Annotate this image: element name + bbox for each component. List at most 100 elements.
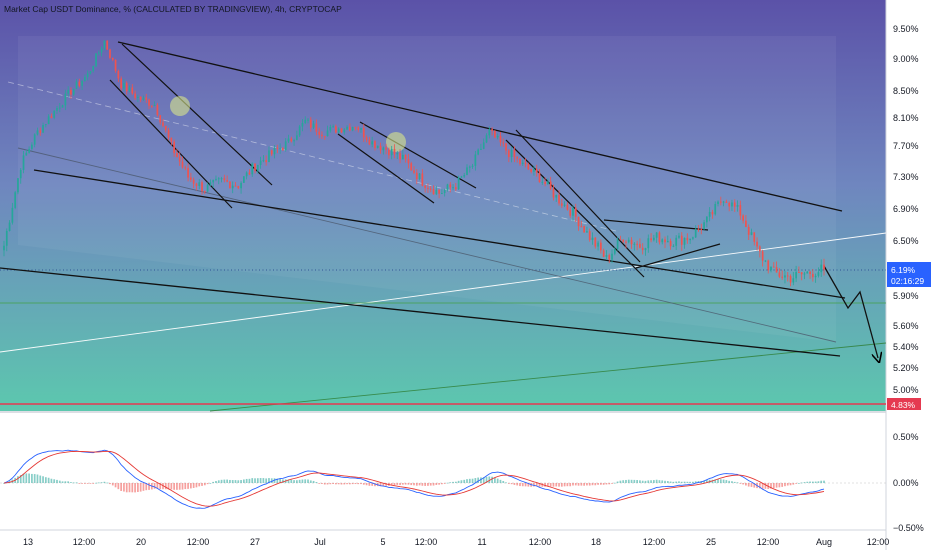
candle-body	[137, 96, 139, 98]
candle-body	[669, 240, 672, 247]
macd-histogram-bar	[652, 480, 655, 483]
macd-histogram-bar	[109, 483, 111, 485]
macd-histogram-bar	[555, 483, 558, 487]
macd-histogram-bar	[304, 479, 307, 483]
macd-histogram-bar	[680, 481, 683, 483]
time-axis-label: 12:00	[867, 537, 890, 547]
macd-line	[3, 449, 825, 509]
candle-body	[22, 155, 25, 170]
candle-body	[337, 128, 340, 133]
price-scale[interactable]: 9.50% 9.00% 8.50% 8.10% 7.70% 7.30% 6.90% 6.50%…	[893, 24, 919, 395]
channel-middle-trendline[interactable]	[33, 169, 846, 299]
macd-histogram-bar	[354, 483, 357, 485]
wedge-1-upper[interactable]	[121, 43, 273, 186]
channel-upper-trendline[interactable]	[117, 41, 843, 212]
macd-histogram-bar	[95, 482, 97, 484]
rising-trendline-white[interactable]	[0, 232, 887, 353]
candle-body	[254, 163, 256, 171]
candle-body	[533, 168, 535, 172]
candle-body	[159, 115, 162, 123]
macd-histogram-bar	[692, 481, 694, 483]
candle-body	[145, 97, 148, 100]
rising-trendline-green[interactable]	[209, 342, 887, 412]
candle-body	[231, 185, 234, 189]
wedge-2-lower[interactable]	[337, 133, 435, 204]
candle-body	[58, 107, 61, 109]
macd-histogram-bar	[379, 483, 382, 487]
macd-histogram-bar	[371, 483, 374, 486]
wedge-3-upper[interactable]	[515, 129, 641, 263]
candle-body	[354, 126, 357, 128]
diagonal-grey-line[interactable]	[17, 147, 837, 343]
candle-body	[47, 116, 50, 125]
macd-histogram-bar	[600, 483, 602, 485]
macd-histogram-bar	[429, 483, 432, 486]
candle-body	[226, 180, 228, 182]
macd-histogram-bar	[103, 481, 106, 483]
candle-body	[583, 226, 586, 233]
candle-body	[811, 273, 814, 278]
macd-histogram-bar	[622, 480, 625, 483]
candle-body	[438, 189, 440, 194]
time-axis-label: Jul	[314, 537, 326, 547]
time-axis-label: 25	[706, 537, 716, 547]
time-axis-label: 18	[591, 537, 601, 547]
candle-body	[594, 237, 597, 247]
price-tick-label: 6.90%	[893, 204, 919, 214]
candle-body	[70, 89, 72, 95]
macd-histogram-bar	[798, 482, 800, 484]
macd-histogram-bar	[613, 482, 616, 484]
macd-histogram-bar	[123, 483, 125, 492]
macd-histogram-bar	[750, 483, 753, 487]
macd-histogram-bar	[393, 483, 396, 486]
macd-histogram-bar	[176, 483, 178, 490]
candle-body	[396, 153, 399, 155]
macd-histogram-bar	[50, 478, 53, 483]
macd-histogram-bar	[719, 479, 722, 483]
candle-body	[237, 185, 240, 189]
candle-body	[722, 201, 725, 203]
candle-body	[641, 247, 644, 251]
candle-body	[117, 70, 120, 79]
macd-histogram-bar	[452, 481, 454, 483]
macd-histogram-bar	[427, 483, 429, 486]
time-axis[interactable]: 13 12:00 20 12:00 27 Jul 5 12:00 11 12:00 18 12:00 2…	[23, 537, 889, 547]
candle-body	[184, 167, 187, 169]
projection-arrow-path[interactable]	[823, 265, 878, 358]
highlight-circle-1[interactable]	[170, 96, 190, 116]
time-axis-label: 12:00	[757, 537, 780, 547]
macd-histogram-bar	[309, 480, 312, 483]
macd-scale[interactable]: 0.50% 0.00% −0.50%	[893, 432, 924, 533]
candle-body	[775, 267, 778, 273]
macd-histogram-bar	[415, 483, 418, 486]
support-price-badge: 4.83%	[887, 398, 921, 410]
triangle-upper[interactable]	[603, 219, 709, 231]
macd-histogram-bar	[298, 479, 301, 483]
candle-body	[454, 187, 457, 190]
macd-histogram-bar	[329, 483, 332, 485]
candle-body	[736, 205, 739, 207]
candle-body	[630, 239, 633, 245]
candle-body	[544, 181, 546, 185]
candle-body	[198, 182, 201, 186]
chart-title: Market Cap USDT Dominance, % (CALCULATED…	[4, 4, 342, 14]
triangle-lower[interactable]	[635, 243, 721, 269]
macd-histogram-bar	[443, 483, 446, 484]
highlight-circle-2[interactable]	[386, 132, 406, 152]
price-tick-label: 5.00%	[893, 385, 919, 395]
macd-histogram-bar	[315, 482, 318, 483]
candle-body	[761, 251, 764, 261]
candle-body	[212, 179, 215, 183]
channel-midline-dashed[interactable]	[7, 81, 621, 233]
channel-lower-trendline[interactable]	[0, 267, 841, 357]
candle-body	[229, 181, 231, 189]
macd-histogram-bar	[58, 480, 61, 483]
candle-body	[700, 229, 703, 231]
wedge-2-upper[interactable]	[359, 121, 477, 189]
last-price-label: 6.19%	[891, 265, 916, 275]
candle-body	[647, 238, 650, 249]
candle-body	[92, 66, 95, 72]
macd-histogram-bar	[365, 483, 368, 486]
price-tick-label: 5.60%	[893, 321, 919, 331]
